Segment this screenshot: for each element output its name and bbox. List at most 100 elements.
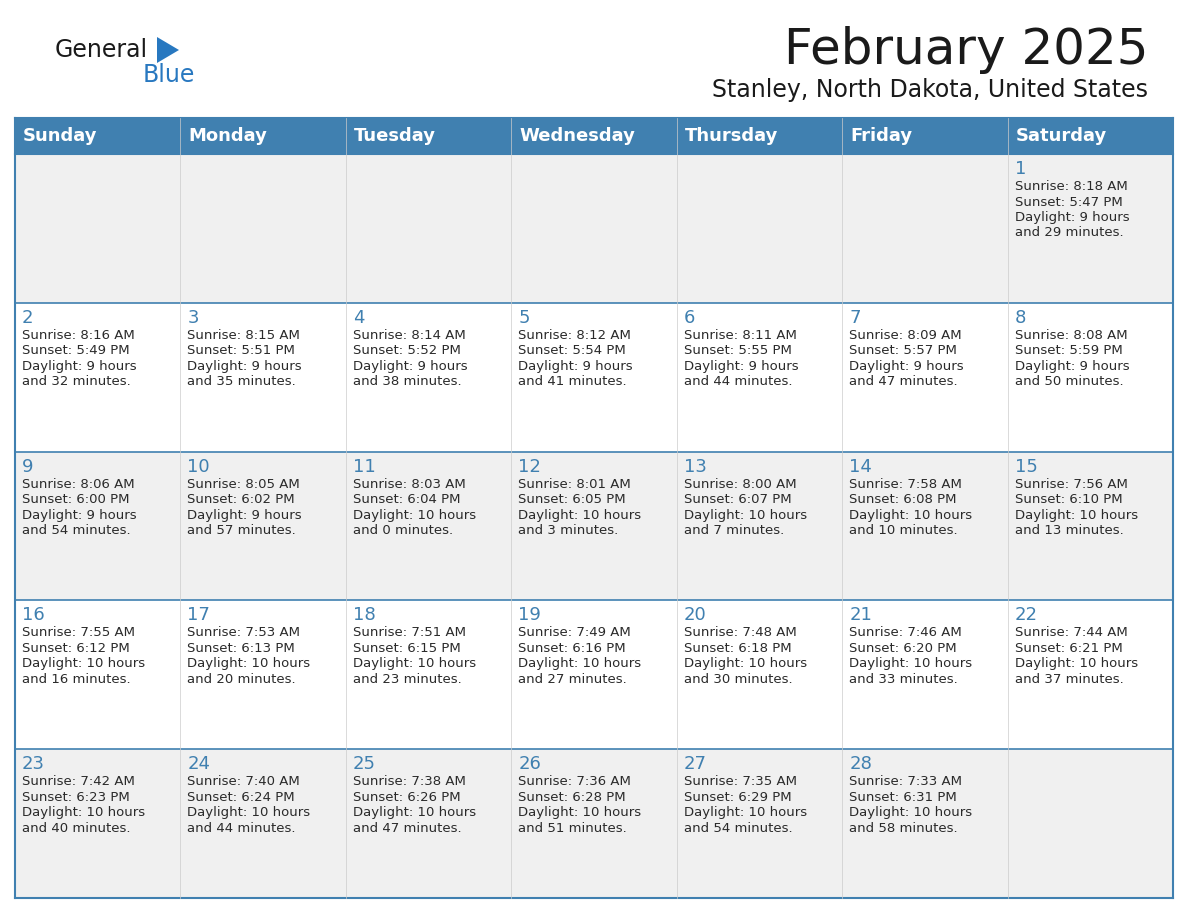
Text: and 13 minutes.: and 13 minutes. bbox=[1015, 524, 1124, 537]
Text: Sunset: 6:21 PM: Sunset: 6:21 PM bbox=[1015, 642, 1123, 655]
Text: Daylight: 9 hours: Daylight: 9 hours bbox=[23, 509, 137, 521]
Text: Sunset: 6:02 PM: Sunset: 6:02 PM bbox=[188, 493, 295, 506]
Text: Daylight: 10 hours: Daylight: 10 hours bbox=[1015, 657, 1138, 670]
Text: Monday: Monday bbox=[189, 127, 267, 145]
Text: 28: 28 bbox=[849, 756, 872, 773]
Text: Sunset: 6:24 PM: Sunset: 6:24 PM bbox=[188, 790, 295, 803]
Bar bbox=[15, 154, 181, 303]
Text: and 30 minutes.: and 30 minutes. bbox=[684, 673, 792, 686]
Text: Friday: Friday bbox=[851, 127, 912, 145]
Text: Sunrise: 7:46 AM: Sunrise: 7:46 AM bbox=[849, 626, 962, 640]
Text: Tuesday: Tuesday bbox=[354, 127, 436, 145]
Text: and 29 minutes.: and 29 minutes. bbox=[1015, 227, 1123, 240]
Text: Sunset: 6:07 PM: Sunset: 6:07 PM bbox=[684, 493, 791, 506]
Text: Daylight: 9 hours: Daylight: 9 hours bbox=[353, 360, 468, 373]
Text: and 0 minutes.: and 0 minutes. bbox=[353, 524, 453, 537]
Text: 25: 25 bbox=[353, 756, 375, 773]
Text: Daylight: 10 hours: Daylight: 10 hours bbox=[518, 657, 642, 670]
Text: 16: 16 bbox=[23, 607, 45, 624]
Text: Sunrise: 7:53 AM: Sunrise: 7:53 AM bbox=[188, 626, 301, 640]
Text: and 54 minutes.: and 54 minutes. bbox=[23, 524, 131, 537]
Text: and 33 minutes.: and 33 minutes. bbox=[849, 673, 958, 686]
Text: 13: 13 bbox=[684, 457, 707, 476]
Bar bbox=[842, 452, 1007, 600]
Bar bbox=[1007, 749, 1173, 898]
Text: 11: 11 bbox=[353, 457, 375, 476]
Text: and 3 minutes.: and 3 minutes. bbox=[518, 524, 619, 537]
Text: Blue: Blue bbox=[143, 63, 195, 87]
Text: Daylight: 10 hours: Daylight: 10 hours bbox=[684, 509, 807, 521]
Bar bbox=[181, 600, 346, 749]
Text: 26: 26 bbox=[518, 756, 542, 773]
Text: Thursday: Thursday bbox=[684, 127, 778, 145]
Text: Sunset: 5:57 PM: Sunset: 5:57 PM bbox=[849, 344, 958, 357]
Text: and 27 minutes.: and 27 minutes. bbox=[518, 673, 627, 686]
Text: Sunrise: 8:05 AM: Sunrise: 8:05 AM bbox=[188, 477, 301, 490]
Text: Sunday: Sunday bbox=[23, 127, 97, 145]
Text: Sunset: 5:47 PM: Sunset: 5:47 PM bbox=[1015, 196, 1123, 208]
Text: 18: 18 bbox=[353, 607, 375, 624]
Bar bbox=[842, 154, 1007, 303]
Bar bbox=[677, 749, 842, 898]
Text: 24: 24 bbox=[188, 756, 210, 773]
Bar bbox=[15, 118, 1173, 154]
Text: Sunset: 5:51 PM: Sunset: 5:51 PM bbox=[188, 344, 296, 357]
Text: Sunset: 5:59 PM: Sunset: 5:59 PM bbox=[1015, 344, 1123, 357]
Text: 12: 12 bbox=[518, 457, 542, 476]
Bar bbox=[346, 600, 511, 749]
Text: Sunset: 6:15 PM: Sunset: 6:15 PM bbox=[353, 642, 461, 655]
Text: and 40 minutes.: and 40 minutes. bbox=[23, 822, 131, 834]
Text: Daylight: 10 hours: Daylight: 10 hours bbox=[23, 806, 145, 819]
Text: 5: 5 bbox=[518, 308, 530, 327]
Text: Sunrise: 8:01 AM: Sunrise: 8:01 AM bbox=[518, 477, 631, 490]
Text: 19: 19 bbox=[518, 607, 542, 624]
Text: Sunrise: 8:16 AM: Sunrise: 8:16 AM bbox=[23, 329, 134, 341]
Text: Daylight: 9 hours: Daylight: 9 hours bbox=[684, 360, 798, 373]
Text: Sunset: 6:20 PM: Sunset: 6:20 PM bbox=[849, 642, 956, 655]
Bar bbox=[1007, 600, 1173, 749]
Text: 10: 10 bbox=[188, 457, 210, 476]
Text: Sunrise: 8:15 AM: Sunrise: 8:15 AM bbox=[188, 329, 301, 341]
Bar bbox=[511, 154, 677, 303]
Text: Sunrise: 7:49 AM: Sunrise: 7:49 AM bbox=[518, 626, 631, 640]
Text: Daylight: 9 hours: Daylight: 9 hours bbox=[1015, 211, 1130, 224]
Text: Sunset: 6:10 PM: Sunset: 6:10 PM bbox=[1015, 493, 1123, 506]
Text: Sunrise: 7:36 AM: Sunrise: 7:36 AM bbox=[518, 775, 631, 789]
Text: Sunrise: 8:09 AM: Sunrise: 8:09 AM bbox=[849, 329, 962, 341]
Text: and 44 minutes.: and 44 minutes. bbox=[188, 822, 296, 834]
Bar bbox=[1007, 303, 1173, 452]
Text: Sunrise: 8:12 AM: Sunrise: 8:12 AM bbox=[518, 329, 631, 341]
Text: Daylight: 10 hours: Daylight: 10 hours bbox=[353, 657, 476, 670]
Text: and 47 minutes.: and 47 minutes. bbox=[353, 822, 461, 834]
Bar bbox=[15, 452, 181, 600]
Bar bbox=[511, 749, 677, 898]
Text: and 44 minutes.: and 44 minutes. bbox=[684, 375, 792, 388]
Text: 20: 20 bbox=[684, 607, 707, 624]
Text: Sunrise: 7:55 AM: Sunrise: 7:55 AM bbox=[23, 626, 135, 640]
Text: Daylight: 10 hours: Daylight: 10 hours bbox=[518, 509, 642, 521]
Bar bbox=[677, 452, 842, 600]
Text: Daylight: 10 hours: Daylight: 10 hours bbox=[849, 806, 972, 819]
Text: Sunrise: 8:00 AM: Sunrise: 8:00 AM bbox=[684, 477, 796, 490]
Text: Sunrise: 7:51 AM: Sunrise: 7:51 AM bbox=[353, 626, 466, 640]
Text: Daylight: 9 hours: Daylight: 9 hours bbox=[188, 360, 302, 373]
Text: Sunset: 6:00 PM: Sunset: 6:00 PM bbox=[23, 493, 129, 506]
Text: Daylight: 9 hours: Daylight: 9 hours bbox=[849, 360, 963, 373]
Text: 22: 22 bbox=[1015, 607, 1037, 624]
Text: Sunset: 5:54 PM: Sunset: 5:54 PM bbox=[518, 344, 626, 357]
Bar bbox=[181, 452, 346, 600]
Text: Saturday: Saturday bbox=[1016, 127, 1107, 145]
Text: Daylight: 9 hours: Daylight: 9 hours bbox=[188, 509, 302, 521]
Text: Sunrise: 7:40 AM: Sunrise: 7:40 AM bbox=[188, 775, 301, 789]
Text: Sunrise: 7:35 AM: Sunrise: 7:35 AM bbox=[684, 775, 797, 789]
Bar bbox=[181, 303, 346, 452]
Text: Sunset: 5:52 PM: Sunset: 5:52 PM bbox=[353, 344, 461, 357]
Bar bbox=[677, 303, 842, 452]
Text: 8: 8 bbox=[1015, 308, 1026, 327]
Text: Daylight: 10 hours: Daylight: 10 hours bbox=[353, 806, 476, 819]
Text: 6: 6 bbox=[684, 308, 695, 327]
Text: Sunrise: 7:58 AM: Sunrise: 7:58 AM bbox=[849, 477, 962, 490]
Bar bbox=[346, 749, 511, 898]
Text: Daylight: 10 hours: Daylight: 10 hours bbox=[684, 806, 807, 819]
Text: and 35 minutes.: and 35 minutes. bbox=[188, 375, 296, 388]
